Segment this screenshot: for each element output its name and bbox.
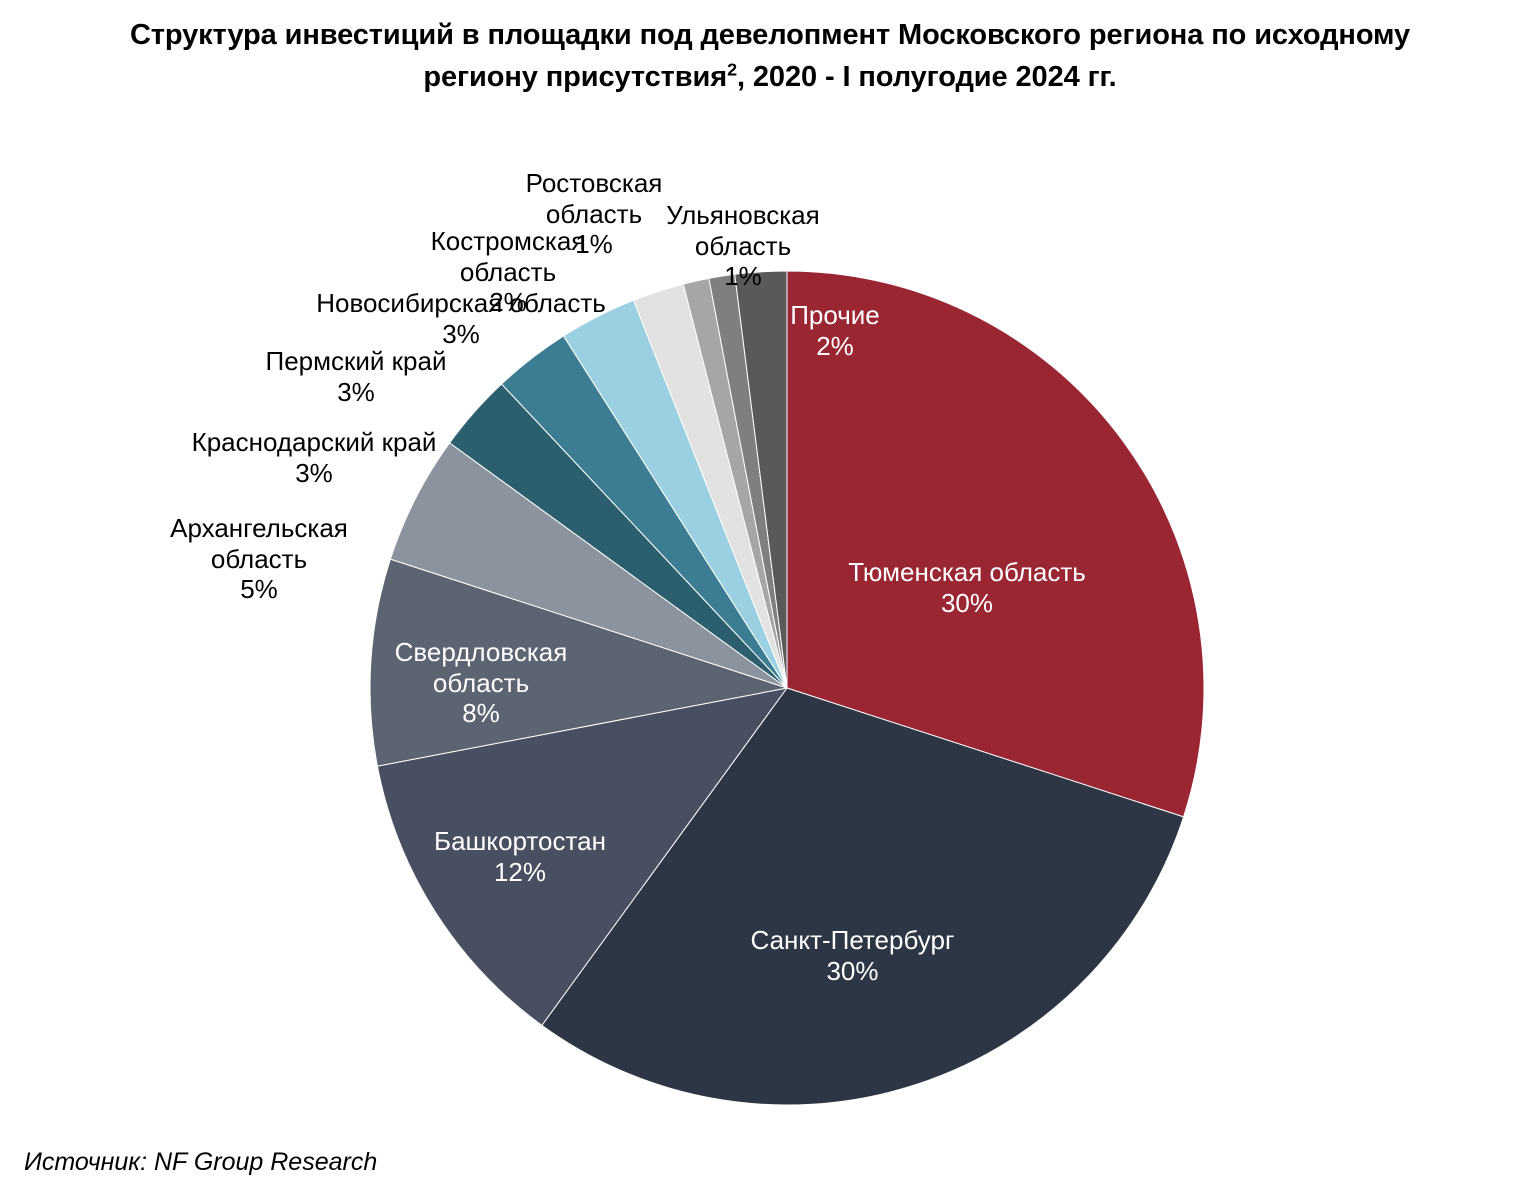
pie-slice <box>786 270 1205 818</box>
pie-slice <box>369 558 788 767</box>
title-line-2-after: , 2020 - I полугодие 2024 гг. <box>736 61 1117 94</box>
pie-slice-group <box>369 270 1205 1106</box>
source-note: Источник: NF Group Research <box>24 1148 378 1176</box>
pie-slice <box>734 270 788 689</box>
title-footnote-marker: 2 <box>727 59 737 80</box>
title-line-2-before: региону присутствия <box>423 61 728 94</box>
page-title: Структура инвестиций в площадки под деве… <box>70 14 1470 98</box>
pie-slice <box>376 687 789 1027</box>
title-line-1: Структура инвестиций в площадки под деве… <box>129 19 1411 51</box>
pie-slice <box>541 687 1185 1106</box>
